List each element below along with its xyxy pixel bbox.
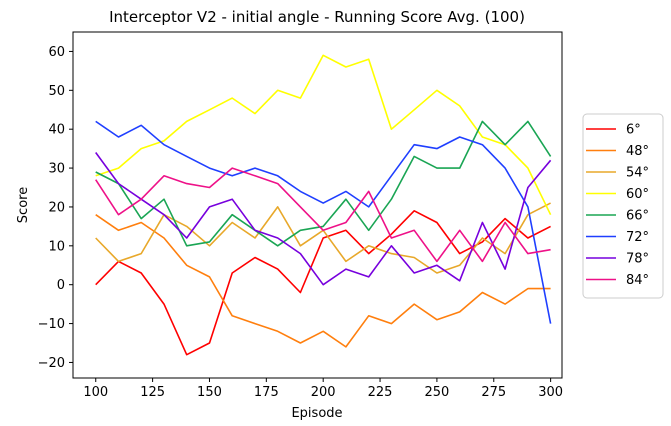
- x-tick-label: 275: [481, 385, 506, 400]
- legend-label-2: 54°: [626, 166, 649, 181]
- x-tick-label: 250: [424, 385, 449, 400]
- series-line-1: [95, 214, 551, 348]
- legend-label-1: 48°: [626, 144, 649, 159]
- series-line-0: [95, 210, 551, 356]
- series-line-3: [95, 54, 552, 216]
- x-axis: 100 125 150 175 200 225 250 275 300: [83, 378, 563, 400]
- x-tick-label: 300: [538, 385, 563, 400]
- x-tick-label: 100: [83, 385, 108, 400]
- series-line-7: [95, 167, 551, 263]
- legend-label-4: 66°: [626, 209, 649, 224]
- x-tick-label: 225: [368, 385, 393, 400]
- x-tick-label: 200: [311, 385, 336, 400]
- x-tick-label: 150: [197, 385, 222, 400]
- y-tick-label: −20: [38, 356, 65, 371]
- y-tick-label: 60: [48, 45, 65, 60]
- x-tick-label: 125: [140, 385, 165, 400]
- chart-title: Interceptor V2 - initial angle - Running…: [109, 8, 525, 26]
- legend-label-7: 84°: [626, 273, 649, 288]
- y-tick-label: 50: [48, 84, 65, 99]
- legend-box: [582, 113, 664, 299]
- y-tick-label: −10: [38, 317, 65, 332]
- x-axis-label: Episode: [291, 406, 342, 421]
- legend-label-3: 60°: [626, 187, 649, 202]
- series-line-6: [95, 152, 552, 286]
- y-tick-label: 20: [48, 200, 65, 215]
- legend: 6° 48° 54° 60° 66° 72° 78° 84°: [582, 113, 664, 299]
- series-line-4: [95, 120, 552, 247]
- y-tick-label: 10: [48, 239, 65, 254]
- series-line-5: [95, 120, 552, 324]
- legend-label-5: 72°: [626, 230, 649, 245]
- y-axis-label: Score: [16, 187, 31, 223]
- legend-label-6: 78°: [626, 252, 649, 267]
- plot-area: [72, 31, 563, 379]
- legend-label-0: 6°: [626, 123, 641, 138]
- y-tick-label: 40: [48, 123, 65, 138]
- y-tick-label: 0: [57, 278, 65, 293]
- y-axis: −20 −10 0 10 20 30 40 50 60: [38, 45, 73, 371]
- y-tick-label: 30: [48, 162, 65, 177]
- x-tick-label: 175: [254, 385, 279, 400]
- plot-frame: [72, 31, 563, 379]
